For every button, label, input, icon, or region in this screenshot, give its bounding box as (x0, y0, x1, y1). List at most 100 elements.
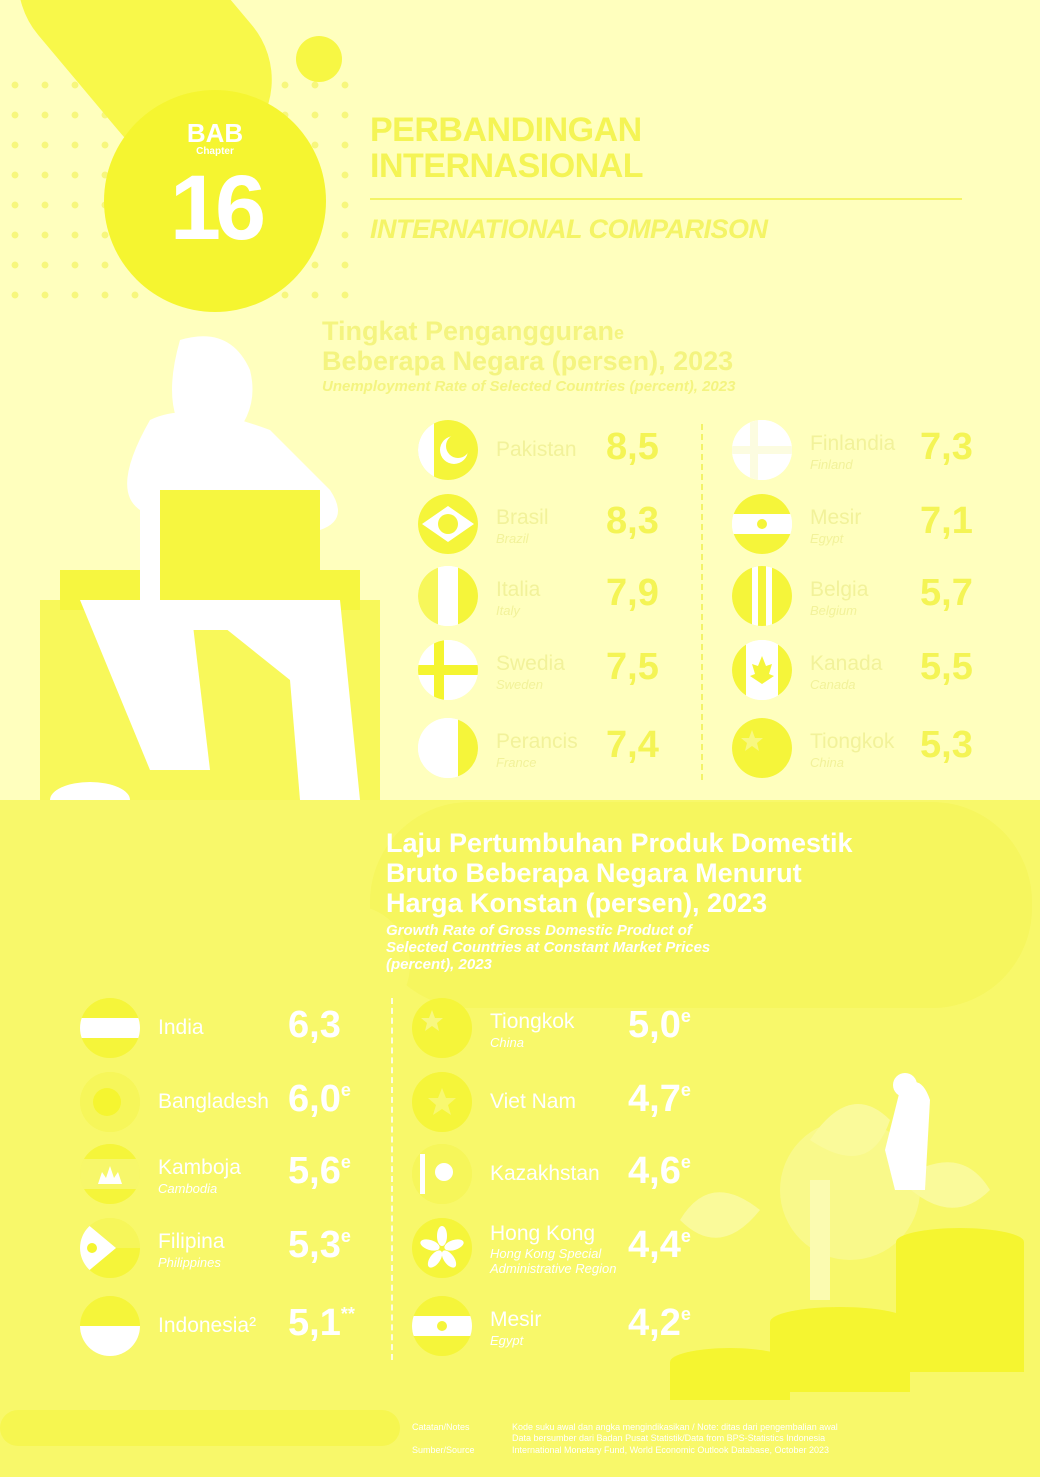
coin-stack-illustration (670, 1073, 1024, 1402)
country-name: Viet Nam (490, 1090, 576, 1113)
gdp-value: 5,6e (288, 1150, 351, 1192)
country-name: Bangladesh (158, 1090, 269, 1113)
country-name: Filipina (158, 1230, 225, 1253)
country-name: India (158, 1016, 204, 1039)
cambodia-flag-icon (80, 1144, 140, 1204)
source-label: Sumber/Source (412, 1445, 475, 1455)
country-name-english: Egypt (490, 1333, 524, 1348)
country-name: Tiongkok (810, 730, 895, 753)
country-name: Kanada (810, 652, 883, 675)
gdp-value: 5,3e (288, 1224, 351, 1266)
unemployment-value: 5,5 (920, 646, 973, 688)
country-name-english: France (496, 755, 537, 770)
gdp-value: 5,0e (628, 1004, 691, 1046)
chapter-sub-label: Chapter (196, 146, 234, 157)
gdp-title-line1: Laju Pertumbuhan Produk Domestik (386, 828, 853, 858)
chapter-label: BAB (186, 118, 244, 148)
decorative-cloud (0, 905, 410, 1025)
country-name: Finlandia (810, 432, 896, 455)
country-name: Pakistan (496, 438, 577, 461)
vietnam-flag-icon (412, 1072, 472, 1132)
country-name-english: Brazil (496, 531, 529, 546)
unemployment-subtitle: Unemployment Rate of Selected Countries … (322, 378, 736, 395)
country-name-english: Egypt (810, 531, 844, 546)
philippines-flag-icon (80, 1218, 140, 1278)
country-name: Perancis (496, 730, 578, 753)
gdp-subtitle-line2: Selected Countries at Constant Market Pr… (386, 939, 711, 956)
footer-decoration (0, 1410, 400, 1446)
gdp-subtitle: Growth Rate of Gross Domestic Product of… (386, 922, 710, 973)
gdp-value: 4,7e (628, 1078, 691, 1120)
sitting-person-illustration (40, 336, 380, 848)
china-flag-icon (732, 718, 792, 778)
notes-line1: Kode suku awal dan angka mengindikasikan… (512, 1422, 838, 1432)
country-name: Kazakhstan (490, 1162, 600, 1185)
gdp-value: 4,6e (628, 1150, 691, 1192)
unemployment-value: 7,5 (606, 646, 659, 688)
chapter-badge: BAB Chapter 16 (104, 90, 326, 312)
gdp-subtitle-line3: (percent), 2023 (386, 956, 492, 973)
country-name-english: Finland (810, 457, 853, 472)
egypt-flag-icon (732, 494, 792, 554)
page-title-english: INTERNATIONAL COMPARISON (370, 214, 768, 244)
country-name-english: Belgium (810, 603, 857, 618)
egypt-flag-icon (412, 1296, 472, 1356)
country-name: Tiongkok (490, 1010, 575, 1033)
unemployment-value: 8,3 (606, 500, 659, 542)
country-name: Kamboja (158, 1156, 241, 1179)
decorative-bubble (296, 36, 342, 82)
gdp-title-background (370, 802, 1032, 1008)
country-name-english: Cambodia (158, 1181, 218, 1196)
page-title-line1: PERBANDINGAN (370, 111, 642, 149)
china-flag-icon (412, 998, 472, 1058)
unemployment-value: 8,5 (606, 426, 659, 468)
country-name: Belgia (810, 578, 869, 601)
country-name-english: Italy (496, 603, 520, 618)
country-name: Indonesia² (158, 1314, 257, 1337)
notes-line2: Data bersumber dari Badan Pusat Statisti… (512, 1433, 826, 1443)
unemployment-value: 7,9 (606, 572, 659, 614)
gdp-value: 4,4e (628, 1224, 691, 1266)
page-title: PERBANDINGAN INTERNASIONAL (370, 111, 644, 184)
gdp-title-line3: Harga Konstan (persen), 2023 (386, 888, 768, 918)
hongkong-flag-icon (412, 1218, 472, 1278)
gdp-divider (391, 998, 393, 1360)
country-name: Hong Kong (490, 1222, 596, 1245)
kazakhstan-flag-icon (412, 1144, 472, 1204)
gdp-value: 5,1** (288, 1302, 355, 1344)
country-name-english: China (490, 1035, 524, 1050)
unemployment-title: Tingkat Penganggurane Beberapa Negara (p… (322, 316, 733, 376)
pakistan-flag-icon (418, 420, 478, 480)
unemployment-value: 5,3 (920, 724, 973, 766)
unemployment-value: 7,4 (606, 724, 659, 766)
gdp-value: 4,2e (628, 1302, 691, 1344)
unemployment-title-sup: e (614, 323, 625, 343)
sweden-flag-icon (418, 640, 478, 700)
gdp-value: 6,0e (288, 1078, 351, 1120)
country-name-english: Philippines (158, 1255, 221, 1270)
unemployment-title-line1: Tingkat Pengangguran (322, 316, 615, 346)
country-name-english: Sweden (496, 677, 543, 692)
unemployment-value: 7,1 (920, 500, 973, 542)
country-name-english: China (810, 755, 844, 770)
gdp-title: Laju Pertumbuhan Produk Domestik Bruto B… (386, 828, 853, 918)
unemployment-value: 5,7 (920, 572, 973, 614)
notes-label: Catatan/Notes (412, 1422, 470, 1432)
finland-flag-icon (732, 420, 792, 480)
gdp-value: 6,3 (288, 1004, 341, 1046)
belgium-flag-icon (732, 566, 792, 626)
country-name: Swedia (496, 652, 565, 675)
india-flag-icon (80, 998, 140, 1058)
chapter-number: 16 (169, 157, 266, 259)
gdp-title-line2: Bruto Beberapa Negara Menurut (386, 858, 802, 888)
country-name: Brasil (496, 506, 549, 529)
unemployment-divider (701, 424, 703, 780)
source-text: International Monetary Fund, World Econo… (512, 1445, 830, 1455)
country-name: Mesir (490, 1308, 542, 1331)
country-name-english: Canada (810, 677, 856, 692)
country-name-english: Hong Kong Special Administrative Region (490, 1246, 617, 1276)
unemployment-title-line2: Beberapa Negara (persen), 2023 (322, 346, 734, 376)
brazil-flag-icon (418, 494, 478, 554)
unemployment-value: 7,3 (920, 426, 973, 468)
canada-flag-icon (732, 640, 792, 700)
